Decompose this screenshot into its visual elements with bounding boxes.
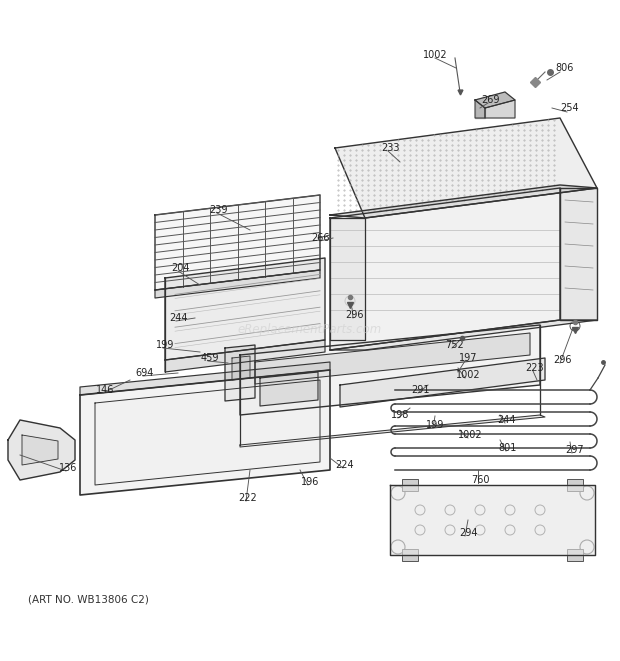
Text: (ART NO. WB13806 C2): (ART NO. WB13806 C2) — [28, 595, 149, 605]
Text: 198: 198 — [391, 410, 409, 420]
Text: 239: 239 — [209, 205, 228, 215]
Bar — [402, 549, 418, 561]
Text: 196: 196 — [301, 477, 319, 487]
Polygon shape — [80, 362, 330, 395]
Text: 297: 297 — [565, 445, 584, 455]
Polygon shape — [330, 188, 560, 350]
Text: 199: 199 — [426, 420, 444, 430]
Text: 222: 222 — [239, 493, 257, 503]
Polygon shape — [240, 415, 545, 447]
Text: 1002: 1002 — [456, 370, 480, 380]
Bar — [567, 479, 583, 491]
Bar — [402, 479, 418, 491]
Polygon shape — [255, 333, 530, 384]
Text: 266: 266 — [311, 233, 329, 243]
Polygon shape — [475, 92, 515, 108]
Polygon shape — [8, 420, 75, 480]
Polygon shape — [165, 340, 325, 372]
Polygon shape — [95, 380, 320, 485]
Polygon shape — [335, 118, 597, 218]
Text: 694: 694 — [136, 368, 154, 378]
Text: 223: 223 — [526, 363, 544, 373]
Text: 233: 233 — [381, 143, 399, 153]
Polygon shape — [22, 435, 58, 465]
Polygon shape — [560, 188, 597, 320]
Text: 806: 806 — [556, 63, 574, 73]
Polygon shape — [330, 185, 597, 218]
Text: 199: 199 — [156, 340, 174, 350]
Polygon shape — [155, 270, 320, 298]
Text: 269: 269 — [480, 95, 499, 105]
Polygon shape — [155, 195, 320, 290]
Polygon shape — [260, 372, 318, 406]
Text: 146: 146 — [96, 385, 114, 395]
Bar — [567, 549, 583, 561]
Polygon shape — [330, 218, 365, 340]
Text: 296: 296 — [554, 355, 572, 365]
Polygon shape — [485, 100, 515, 118]
Text: 752: 752 — [446, 340, 464, 350]
Polygon shape — [475, 100, 485, 118]
Polygon shape — [330, 320, 597, 350]
Text: 291: 291 — [410, 385, 429, 395]
Polygon shape — [225, 345, 255, 401]
Text: 244: 244 — [169, 313, 187, 323]
Text: 294: 294 — [459, 528, 477, 538]
Text: 459: 459 — [201, 353, 219, 363]
Polygon shape — [340, 358, 545, 407]
Text: 204: 204 — [170, 263, 189, 273]
Text: 197: 197 — [459, 353, 477, 363]
Text: 760: 760 — [471, 475, 489, 485]
Text: 801: 801 — [499, 443, 517, 453]
Text: eReplacementParts.com: eReplacementParts.com — [238, 323, 382, 336]
Text: 224: 224 — [335, 460, 354, 470]
Polygon shape — [390, 485, 595, 555]
Text: 244: 244 — [498, 415, 516, 425]
Polygon shape — [80, 370, 330, 495]
Text: 1002: 1002 — [458, 430, 482, 440]
Text: 296: 296 — [346, 310, 365, 320]
Polygon shape — [232, 356, 250, 380]
Text: 254: 254 — [560, 103, 579, 113]
Text: 136: 136 — [59, 463, 77, 473]
Polygon shape — [240, 325, 540, 415]
Polygon shape — [165, 258, 325, 360]
Text: 1002: 1002 — [423, 50, 447, 60]
